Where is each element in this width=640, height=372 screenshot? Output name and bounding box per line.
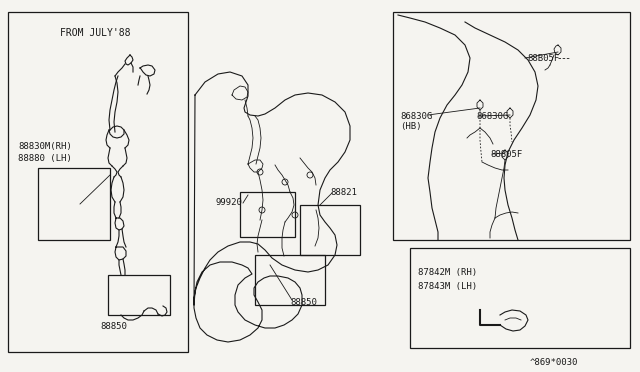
Text: 86830G: 86830G [476, 112, 508, 121]
Text: 88821: 88821 [330, 188, 357, 197]
Text: ^869*0030: ^869*0030 [530, 358, 579, 367]
Bar [38, 168, 110, 240]
Text: 88B05F: 88B05F [527, 54, 559, 63]
Text: 87843M (LH): 87843M (LH) [418, 282, 477, 291]
Text: 88850: 88850 [100, 322, 127, 331]
Text: 88880 (LH): 88880 (LH) [18, 154, 72, 163]
Text: (HB): (HB) [400, 122, 422, 131]
Bar [240, 192, 295, 237]
Bar [8, 12, 188, 352]
Text: 88850: 88850 [290, 298, 317, 307]
Bar [255, 255, 325, 305]
Bar [393, 12, 630, 240]
Text: FROM JULY'88: FROM JULY'88 [60, 28, 131, 38]
Bar [300, 205, 360, 255]
Text: 87842M (RH): 87842M (RH) [418, 268, 477, 277]
Bar [108, 275, 170, 315]
Text: 99920: 99920 [215, 198, 242, 207]
Text: 88805F: 88805F [490, 150, 522, 159]
Text: 86830G: 86830G [400, 112, 432, 121]
Text: 88830M(RH): 88830M(RH) [18, 142, 72, 151]
Bar [410, 248, 630, 348]
